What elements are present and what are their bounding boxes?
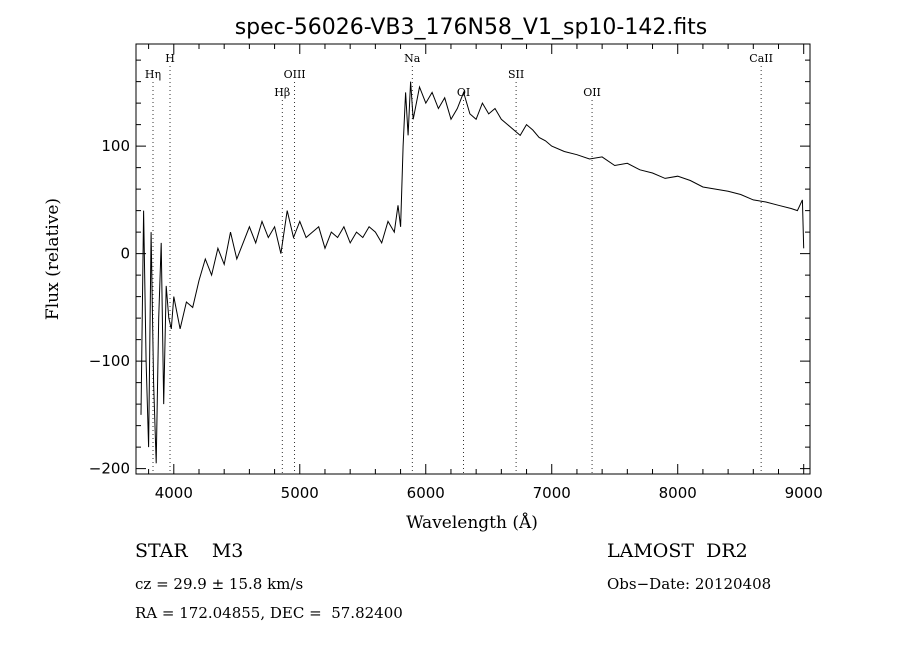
- x-tick-label: 9000: [785, 484, 823, 502]
- emission-line-label: H: [165, 52, 175, 65]
- classification-label: STAR M3: [135, 540, 244, 562]
- y-axis-ticks: −200 −100 0 100: [89, 59, 810, 478]
- emission-line-label: Hβ: [274, 86, 290, 99]
- emission-line-label: SII: [508, 68, 524, 81]
- coordinates-label: RA = 172.04855, DEC = 57.82400: [135, 604, 403, 622]
- emission-line-markers: [152, 66, 762, 474]
- emission-line-label: OIII: [284, 68, 306, 81]
- y-tick-label: −100: [89, 352, 130, 370]
- chart-title: spec-56026-VB3_176N58_V1_sp10-142.fits: [235, 15, 708, 40]
- emission-line-label: Hη: [145, 68, 161, 81]
- x-tick-label: 5000: [281, 484, 319, 502]
- obs-date-label: Obs−Date: 20120408: [607, 575, 772, 593]
- y-axis-label: Flux (relative): [43, 198, 63, 320]
- x-axis-label: Wavelength (Å): [406, 512, 538, 533]
- x-tick-label: 7000: [533, 484, 571, 502]
- redshift-label: cz = 29.9 ± 15.8 km/s: [135, 575, 304, 593]
- x-tick-label: 8000: [659, 484, 697, 502]
- survey-label: LAMOST DR2: [607, 540, 748, 562]
- y-tick-label: 100: [101, 137, 130, 155]
- spectrum-series-line: [140, 81, 805, 464]
- x-tick-label: 4000: [155, 484, 193, 502]
- y-tick-label: −200: [89, 460, 130, 478]
- emission-line-label: CaII: [749, 52, 773, 65]
- y-tick-label: 0: [120, 245, 130, 263]
- emission-line-label: Na: [404, 52, 421, 65]
- x-axis-ticks: 4000 5000 6000 7000 8000 9000: [148, 44, 823, 502]
- emission-line-label: OII: [583, 86, 601, 99]
- x-tick-label: 6000: [407, 484, 445, 502]
- plot-frame: [135, 43, 811, 475]
